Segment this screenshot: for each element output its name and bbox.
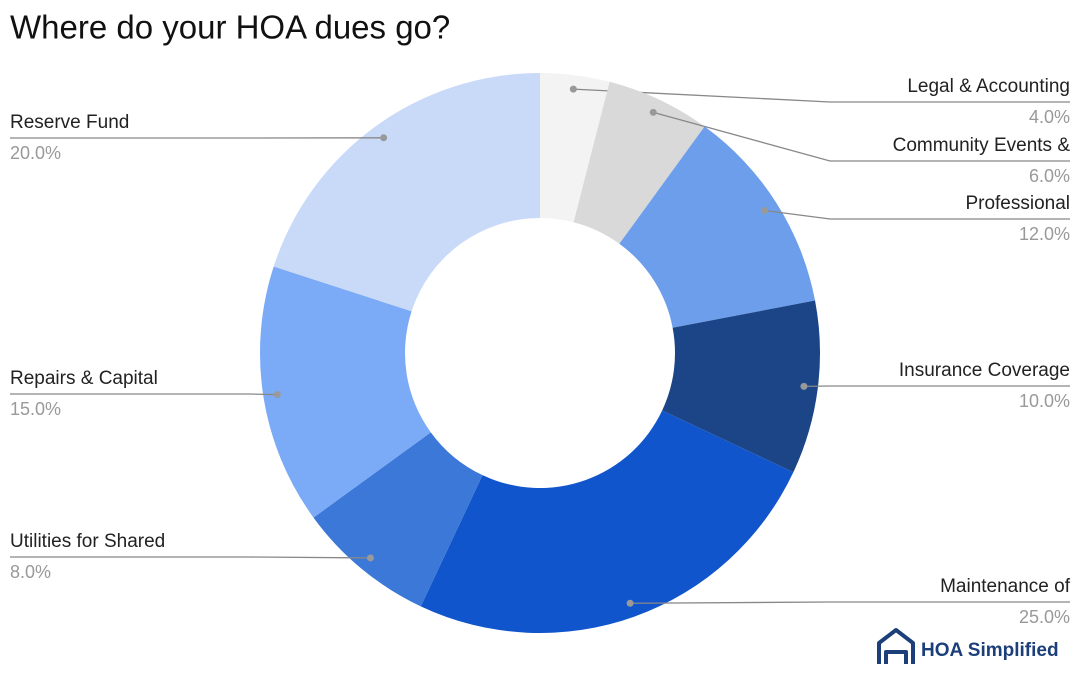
chart-title: Where do your HOA dues go? xyxy=(10,9,450,46)
slice-value: 10.0% xyxy=(1019,391,1070,411)
leader-dot xyxy=(380,134,387,141)
slice-value: 12.0% xyxy=(1019,224,1070,244)
leader-dot xyxy=(367,554,374,561)
donut-slice xyxy=(274,73,540,311)
leader-dot xyxy=(800,383,807,390)
leader-line xyxy=(10,394,277,395)
leader-dot xyxy=(274,391,281,398)
slice-value: 15.0% xyxy=(10,399,61,419)
slice-label: Reserve Fund xyxy=(10,112,129,133)
leader-dot xyxy=(761,207,768,214)
slice-label: Maintenance of xyxy=(940,576,1071,597)
slice-value: 8.0% xyxy=(10,562,51,582)
slice-label: Insurance Coverage xyxy=(899,360,1070,381)
logo-text: HOA Simplified xyxy=(921,640,1059,661)
leader-dot xyxy=(570,86,577,93)
slice-label: Utilities for Shared xyxy=(10,531,165,552)
slice-label: Professional xyxy=(965,193,1070,214)
leader-dot xyxy=(650,109,657,116)
logo: HOA Simplified xyxy=(879,630,1059,664)
leader-dot xyxy=(627,600,634,607)
slice-value: 25.0% xyxy=(1019,607,1070,627)
slice-label: Community Events & xyxy=(893,135,1071,156)
slice-label: Legal & Accounting xyxy=(907,76,1070,97)
logo-icon xyxy=(879,630,913,664)
slice-label: Repairs & Capital xyxy=(10,368,158,389)
slice-value: 4.0% xyxy=(1029,107,1070,127)
slice-value: 20.0% xyxy=(10,143,61,163)
leader-line xyxy=(630,602,1070,603)
slice-value: 6.0% xyxy=(1029,166,1070,186)
leader-line xyxy=(10,557,370,558)
